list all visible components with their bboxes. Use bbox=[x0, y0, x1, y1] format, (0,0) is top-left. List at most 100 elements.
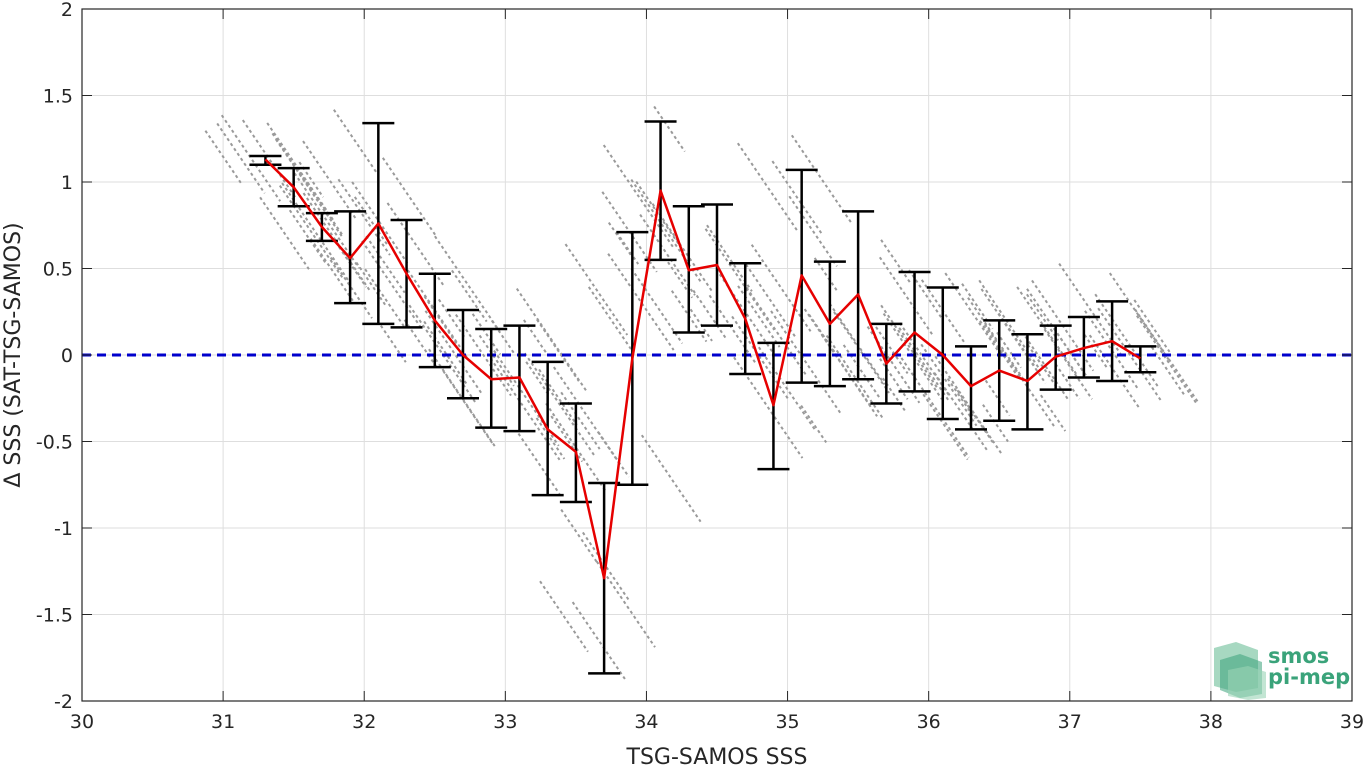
scatter-streak bbox=[1133, 299, 1171, 353]
scatter-streak bbox=[842, 344, 881, 400]
scatter-streak bbox=[880, 304, 940, 391]
scatter-streak bbox=[1049, 322, 1088, 377]
scatter-streak bbox=[493, 350, 560, 447]
scatter-streak bbox=[920, 343, 978, 427]
scatter-streak bbox=[564, 243, 629, 336]
scatter-streak bbox=[997, 312, 1037, 369]
mean-line bbox=[264, 158, 1141, 580]
scatter-streak bbox=[967, 297, 1026, 383]
x-tick-label: 31 bbox=[211, 711, 235, 733]
scatter-streak bbox=[333, 109, 379, 175]
scatter-streak bbox=[408, 304, 477, 404]
y-tick-labels: -2 -1.5 -1 -0.5 0 0.5 1 1.5 2 bbox=[36, 0, 73, 713]
scatter-streak bbox=[517, 433, 561, 495]
scatter-streak bbox=[833, 311, 890, 394]
scatter-streak bbox=[825, 334, 884, 420]
x-axis-label: TSG-SAMOS SSS bbox=[626, 745, 808, 766]
scatter-streak bbox=[944, 272, 1004, 358]
x-tick-label: 30 bbox=[70, 711, 94, 733]
scatter-streak bbox=[602, 144, 675, 249]
scatter-streak bbox=[615, 231, 640, 265]
x-tick-label: 37 bbox=[1058, 711, 1082, 733]
scatter-streak bbox=[731, 315, 790, 400]
scatter-streak bbox=[1094, 293, 1161, 389]
scatter-streak bbox=[278, 184, 344, 279]
x-tick-label: 38 bbox=[1199, 711, 1223, 733]
scatter-streak bbox=[1084, 310, 1140, 391]
x-tick-label: 35 bbox=[775, 711, 799, 733]
scatter-streak bbox=[996, 331, 1022, 369]
scatter-streak bbox=[788, 195, 838, 267]
scatter-streak bbox=[934, 355, 1003, 455]
scatter-streak bbox=[813, 257, 838, 291]
scatter-streak bbox=[539, 580, 589, 653]
scatter-streak bbox=[667, 261, 693, 299]
scatter-streak bbox=[1058, 263, 1125, 359]
scatter-streak bbox=[351, 181, 409, 264]
scatter-streak bbox=[882, 312, 943, 400]
scatter-streak bbox=[1088, 334, 1141, 409]
scatter-streak bbox=[922, 393, 969, 461]
y-tick-label: -1.5 bbox=[36, 605, 73, 627]
scatter-streak bbox=[424, 310, 483, 394]
scatter-streak bbox=[1054, 363, 1081, 400]
scatter-streak bbox=[587, 286, 632, 350]
scatter-streak bbox=[437, 298, 467, 340]
scatter-streak bbox=[523, 352, 596, 458]
scatter-streak bbox=[288, 209, 327, 264]
x-tick-label: 36 bbox=[917, 711, 941, 733]
scatter-streak bbox=[800, 404, 828, 444]
scatter-streak bbox=[982, 404, 1009, 443]
x-tick-labels: 30 31 32 33 34 35 36 37 38 39 bbox=[70, 711, 1364, 733]
scatter-streak bbox=[536, 319, 580, 382]
scatter-streak bbox=[220, 114, 282, 202]
scatter-streak bbox=[434, 235, 501, 333]
scatter-streak bbox=[1097, 307, 1163, 403]
axes bbox=[81, 8, 1353, 702]
scatter-streak bbox=[309, 238, 354, 302]
y-tick-label: 2 bbox=[61, 0, 73, 21]
scatter-streak bbox=[1151, 346, 1186, 396]
scatter-streak bbox=[908, 269, 943, 320]
scatter-streak bbox=[302, 140, 357, 220]
scatter-streak bbox=[1007, 358, 1055, 427]
scatter-streak bbox=[455, 313, 512, 397]
scatter-streak bbox=[607, 221, 635, 261]
scatter-streak bbox=[984, 379, 1011, 417]
smos-pi-mep-logo: smos pi-mep bbox=[1214, 642, 1350, 700]
scatter-streak bbox=[770, 310, 842, 415]
x-tick-label: 33 bbox=[493, 711, 517, 733]
y-tick-label: -2 bbox=[54, 691, 73, 713]
scatter-streak bbox=[820, 334, 878, 417]
scatter-streak bbox=[771, 160, 823, 234]
y-tick-label: -0.5 bbox=[36, 432, 73, 454]
scatter-streak bbox=[451, 269, 488, 323]
scatter-streak bbox=[302, 192, 372, 292]
scatter-streak bbox=[423, 295, 459, 346]
scatter-streak bbox=[355, 261, 387, 306]
scatter-streak bbox=[535, 417, 566, 460]
y-axis-label: Δ SSS (SAT-TSG-SAMOS) bbox=[1, 222, 26, 487]
mean-line-group bbox=[264, 158, 1141, 580]
scatter-streak bbox=[956, 389, 996, 446]
logo-text-line2: pi-mep bbox=[1268, 665, 1350, 689]
scatter-streak bbox=[293, 172, 360, 269]
scatter-streak bbox=[582, 531, 630, 602]
scatter-streak bbox=[900, 357, 970, 458]
scatter-streak bbox=[595, 560, 656, 648]
scatter-streak bbox=[946, 378, 976, 420]
logo-mark-icon bbox=[1214, 642, 1266, 700]
scatter-streak bbox=[266, 122, 335, 221]
scatter-streak bbox=[442, 370, 494, 444]
scatter-streak bbox=[980, 288, 1047, 384]
scatter-streak bbox=[692, 289, 727, 340]
scatter-streak bbox=[635, 181, 684, 251]
scatter-streak bbox=[525, 361, 550, 396]
scatter-streak bbox=[1083, 334, 1109, 369]
scatter-streak bbox=[880, 239, 912, 285]
scatter-streak bbox=[329, 257, 373, 319]
scatter-streak bbox=[607, 253, 675, 351]
scatter-streak bbox=[758, 346, 817, 432]
